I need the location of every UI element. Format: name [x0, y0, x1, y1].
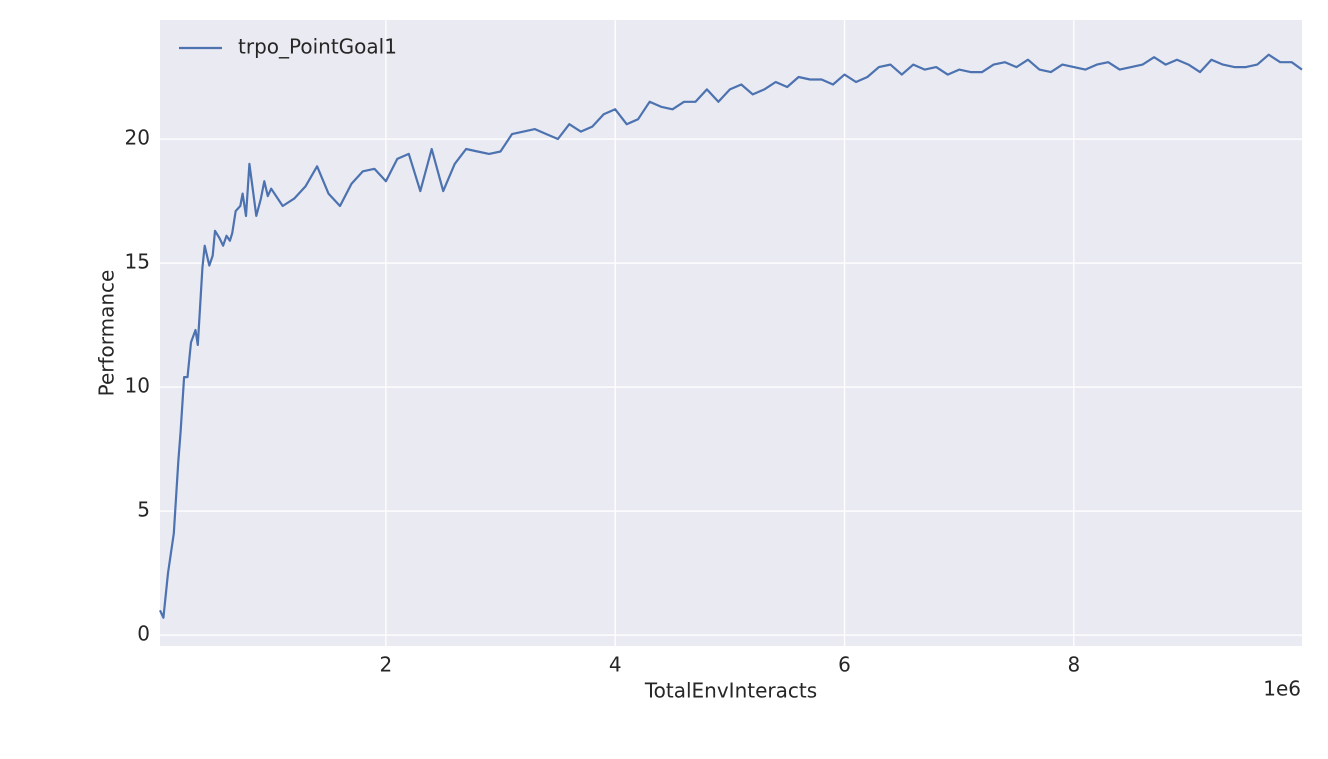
x-tick-label: 8: [1067, 653, 1080, 677]
x-offset-label: 1e6: [1263, 677, 1301, 701]
plot-area: [160, 20, 1302, 646]
data-line: [159, 53, 1303, 619]
x-tick-label: 6: [838, 653, 851, 677]
y-tick-label: 15: [125, 250, 150, 274]
y-axis-label: Performance: [95, 270, 119, 397]
lines: [159, 53, 1303, 619]
x-tick-label: 4: [609, 653, 622, 677]
y-tick-label: 5: [137, 498, 150, 522]
x-tick-label: 2: [380, 653, 393, 677]
y-tick-label: 10: [125, 374, 150, 398]
grid: [160, 20, 1302, 646]
y-tick-label: 0: [137, 622, 150, 646]
x-axis-label: TotalEnvInteracts: [644, 679, 817, 703]
y-tick-label: 20: [125, 126, 150, 150]
legend-label: trpo_PointGoal1: [238, 35, 397, 59]
